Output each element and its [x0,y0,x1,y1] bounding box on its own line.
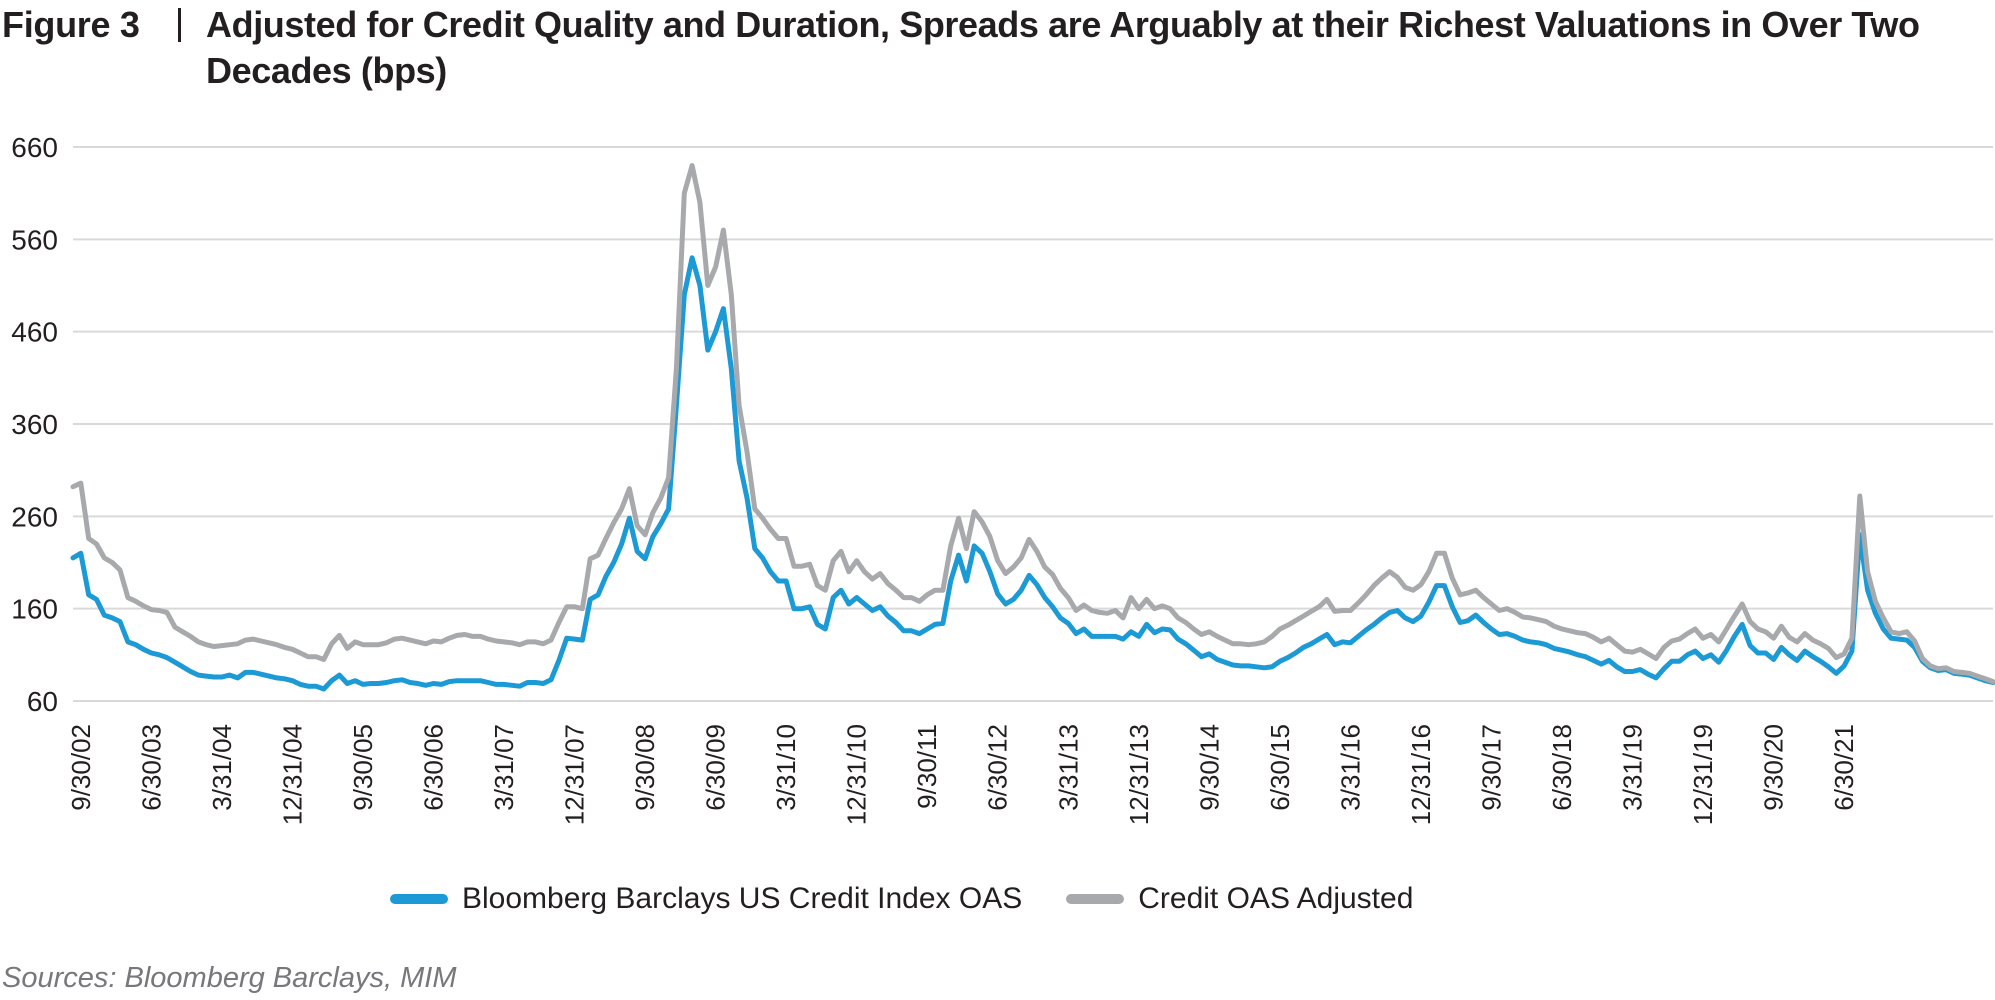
x-tick-label: 3/31/10 [771,724,801,811]
x-tick-label: 9/30/17 [1476,724,1506,811]
x-tick-label: 12/31/13 [1124,724,1154,825]
legend-swatch-grey [1066,894,1125,904]
y-axis-ticks: 660 560 460 360 260 160 60 [11,132,58,717]
x-tick-label: 6/30/21 [1829,724,1859,811]
x-tick-label: 9/30/20 [1759,724,1789,811]
line-chart: 660 560 460 360 260 160 60 9/30/02 6/30/03 3/31/… [11,132,1995,825]
x-axis-ticks: 9/30/02 6/30/03 3/31/04 12/31/04 9/30/05 6/30… [66,724,1859,825]
x-tick-label: 3/31/19 [1618,724,1648,811]
x-tick-label: 9/30/14 [1194,724,1224,811]
x-tick-label: 9/30/11 [912,724,942,809]
chart-title: Adjusted for Credit Quality and Duration… [206,4,1920,91]
x-tick-label: 12/31/04 [277,724,307,825]
series-lines [70,163,1995,692]
x-tick-label: 3/31/16 [1335,724,1365,811]
y-tick-label: 160 [11,594,58,625]
x-tick-label: 6/30/15 [1265,724,1295,811]
figure-label: Figure 3 [2,4,140,45]
y-tick-label: 60 [27,686,58,717]
legend-label: Credit OAS Adjusted [1138,882,1414,915]
y-tick-label: 360 [11,409,58,440]
sources-note: Sources: Bloomberg Barclays, MIM [2,962,457,994]
x-tick-label: 6/30/09 [701,724,731,811]
y-tick-label: 460 [11,317,58,348]
legend-item-credit-oas-adjusted: Credit OAS Adjusted [1066,882,1413,916]
x-tick-label: 12/31/19 [1688,724,1718,825]
series-line-credit-index-oas [70,255,1995,692]
x-tick-label: 3/31/07 [489,724,519,811]
y-tick-label: 660 [11,132,58,163]
x-tick-label: 9/30/08 [630,724,660,811]
x-tick-label: 9/30/05 [348,724,378,811]
x-tick-label: 12/31/10 [842,724,872,825]
y-tick-label: 260 [11,501,58,532]
legend-item-credit-index-oas: Bloomberg Barclays US Credit Index OAS [390,882,1022,916]
title-separator [178,8,181,42]
x-tick-label: 3/31/13 [1053,724,1083,811]
x-tick-label: 6/30/18 [1547,724,1577,811]
x-tick-label: 12/31/07 [560,724,590,825]
x-tick-label: 3/31/04 [207,724,237,811]
y-tick-label: 560 [11,224,58,255]
gridlines [73,146,1993,702]
legend-label: Bloomberg Barclays US Credit Index OAS [462,882,1023,915]
x-tick-label: 12/31/16 [1406,724,1436,825]
x-tick-label: 6/30/03 [136,724,166,811]
x-tick-label: 6/30/12 [983,724,1013,811]
legend: Bloomberg Barclays US Credit Index OAS C… [390,882,1457,916]
legend-swatch-blue [390,894,448,904]
x-tick-label: 9/30/02 [66,724,96,811]
series-line-credit-oas-adjusted [70,163,1995,685]
x-tick-label: 6/30/06 [418,724,448,811]
